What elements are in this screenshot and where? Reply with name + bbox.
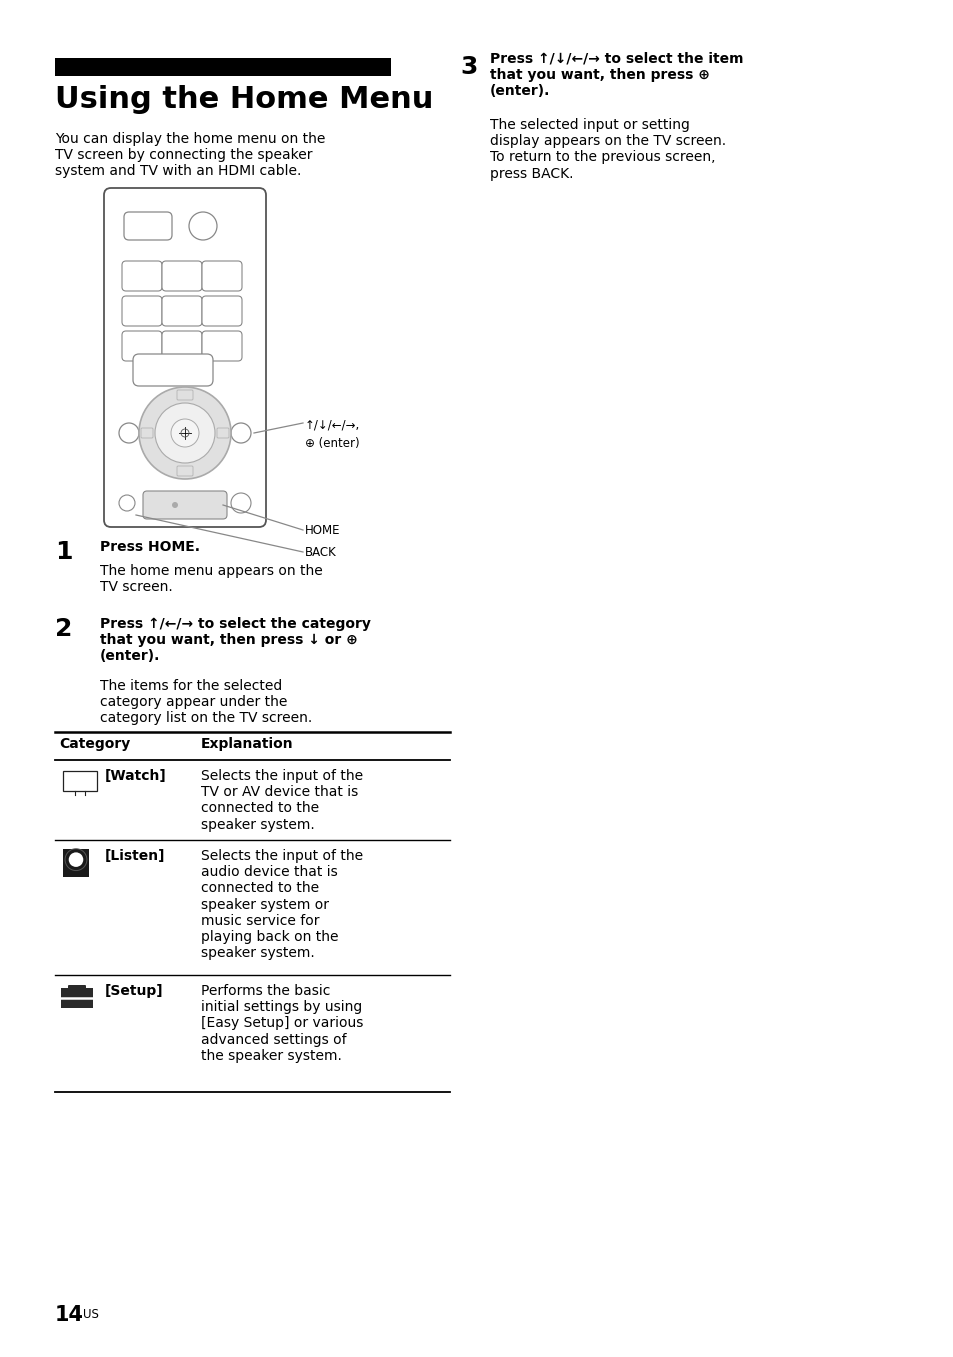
Text: US: US	[83, 1308, 99, 1320]
FancyBboxPatch shape	[177, 389, 193, 400]
Bar	[55, 58, 391, 76]
Text: ↑/↓/←/→,: ↑/↓/←/→,	[305, 419, 360, 432]
Bar	[63, 849, 89, 877]
FancyBboxPatch shape	[162, 296, 202, 326]
FancyBboxPatch shape	[177, 465, 193, 476]
FancyBboxPatch shape	[132, 354, 213, 385]
Text: 3: 3	[459, 56, 476, 79]
Text: Selects the input of the
audio device that is
connected to the
speaker system or: Selects the input of the audio device th…	[201, 849, 363, 961]
FancyBboxPatch shape	[141, 427, 152, 438]
Text: The items for the selected
category appear under the
category list on the TV scr: The items for the selected category appe…	[100, 678, 312, 726]
Text: 14: 14	[55, 1305, 84, 1324]
FancyBboxPatch shape	[202, 296, 242, 326]
Text: Performs the basic
initial settings by using
[Easy Setup] or various
advanced se: Performs the basic initial settings by u…	[201, 984, 363, 1063]
Text: Press ↑/←/→ to select the category
that you want, then press ↓ or ⊕
(enter).: Press ↑/←/→ to select the category that …	[100, 617, 371, 664]
Text: Explanation: Explanation	[201, 737, 294, 750]
Text: Selects the input of the
TV or AV device that is
connected to the
speaker system: Selects the input of the TV or AV device…	[201, 769, 363, 832]
Circle shape	[119, 495, 135, 512]
FancyBboxPatch shape	[68, 985, 86, 992]
FancyBboxPatch shape	[162, 261, 202, 290]
Text: Press ↑/↓/←/→ to select the item
that you want, then press ⊕
(enter).: Press ↑/↓/←/→ to select the item that yo…	[490, 52, 742, 99]
FancyBboxPatch shape	[143, 491, 227, 518]
Circle shape	[154, 403, 214, 463]
Bar	[61, 988, 92, 1008]
Text: ⊕ (enter): ⊕ (enter)	[305, 437, 359, 451]
Circle shape	[69, 852, 83, 867]
Circle shape	[171, 419, 199, 446]
Circle shape	[119, 423, 139, 442]
Circle shape	[172, 502, 178, 508]
Text: The home menu appears on the
TV screen.: The home menu appears on the TV screen.	[100, 565, 322, 594]
Text: [Listen]: [Listen]	[105, 849, 165, 863]
FancyBboxPatch shape	[104, 189, 266, 527]
FancyBboxPatch shape	[202, 331, 242, 361]
FancyBboxPatch shape	[122, 296, 162, 326]
Text: Using the Home Menu: Using the Home Menu	[55, 85, 433, 114]
Circle shape	[139, 387, 231, 479]
FancyBboxPatch shape	[122, 261, 162, 290]
Text: You can display the home menu on the
TV screen by connecting the speaker
system : You can display the home menu on the TV …	[55, 132, 325, 178]
FancyBboxPatch shape	[124, 212, 172, 240]
Circle shape	[189, 212, 216, 240]
Circle shape	[231, 423, 251, 442]
Text: 2: 2	[55, 617, 72, 641]
Bar	[63, 771, 97, 791]
Circle shape	[231, 493, 251, 513]
Text: BACK: BACK	[305, 546, 336, 559]
FancyBboxPatch shape	[122, 331, 162, 361]
FancyBboxPatch shape	[202, 261, 242, 290]
Text: 1: 1	[55, 540, 72, 565]
Text: [Watch]: [Watch]	[105, 769, 167, 783]
Text: The selected input or setting
display appears on the TV screen.
To return to the: The selected input or setting display ap…	[490, 118, 725, 180]
Text: [Setup]: [Setup]	[105, 984, 164, 997]
FancyBboxPatch shape	[216, 427, 229, 438]
Text: Press HOME.: Press HOME.	[100, 540, 200, 554]
Text: HOME: HOME	[305, 524, 340, 537]
FancyBboxPatch shape	[162, 331, 202, 361]
Text: Category: Category	[59, 737, 131, 750]
